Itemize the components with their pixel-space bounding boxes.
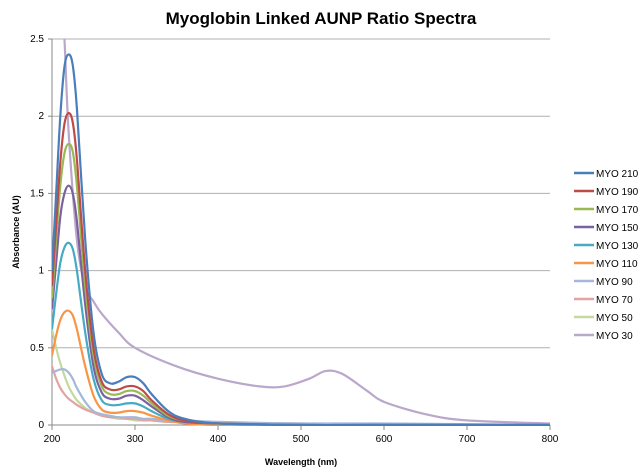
legend-item: MYO 190 <box>574 187 639 198</box>
legend-item: MYO 50 <box>574 313 633 324</box>
y-tick-label: 2 <box>38 111 44 122</box>
y-tick-label: 1 <box>38 266 44 277</box>
x-tick-label: 400 <box>210 434 227 445</box>
series-line-myo-150 <box>52 184 550 426</box>
legend-item: MYO 130 <box>574 241 639 252</box>
legend-item: MYO 30 <box>574 331 633 342</box>
y-axis-label: Absorbance (AU) <box>11 195 21 269</box>
series-line-myo-170 <box>52 142 550 426</box>
legend: MYO 210 MYO 190 MYO 170 MYO 150 MYO 130 MYO 1… <box>574 169 639 342</box>
legend-item: MYO 210 <box>574 169 639 180</box>
legend-label: MYO 30 <box>596 331 633 342</box>
legend-label: MYO 150 <box>596 223 639 234</box>
y-tick-label: 0.5 <box>30 343 44 354</box>
x-tick-label: 700 <box>459 434 476 445</box>
y-tick-label: 1.5 <box>30 188 44 199</box>
x-axis-label: Wavelength (nm) <box>265 457 337 467</box>
y-tick-label: 2.5 <box>30 34 44 45</box>
legend-label: MYO 170 <box>596 205 639 216</box>
legend-label: MYO 70 <box>596 295 633 306</box>
x-tick-label: 300 <box>127 434 144 445</box>
legend-item: MYO 150 <box>574 223 639 234</box>
legend-label: MYO 130 <box>596 241 639 252</box>
legend-label: MYO 190 <box>596 187 639 198</box>
series-line-myo-90 <box>52 368 550 426</box>
series-line-myo-110 <box>52 309 550 426</box>
series-line-myo-210 <box>52 53 550 426</box>
y-tick-label: 0 <box>38 420 44 431</box>
series-line-myo-30 <box>63 39 550 425</box>
legend-item: MYO 70 <box>574 295 633 306</box>
x-tick-label: 500 <box>293 434 310 445</box>
x-tick-label: 800 <box>542 434 559 445</box>
legend-label: MYO 50 <box>596 313 633 324</box>
legend-label: MYO 90 <box>596 277 633 288</box>
legend-item: MYO 170 <box>574 205 639 216</box>
legend-label: MYO 110 <box>596 259 638 270</box>
legend-label: MYO 210 <box>596 169 639 180</box>
legend-item: MYO 110 <box>574 259 638 270</box>
x-tick-label: 200 <box>44 434 61 445</box>
legend-item: MYO 90 <box>574 277 633 288</box>
x-tick-label: 600 <box>376 434 393 445</box>
chart-title: Myoglobin Linked AUNP Ratio Spectra <box>166 9 477 28</box>
series-line-myo-190 <box>52 112 550 426</box>
